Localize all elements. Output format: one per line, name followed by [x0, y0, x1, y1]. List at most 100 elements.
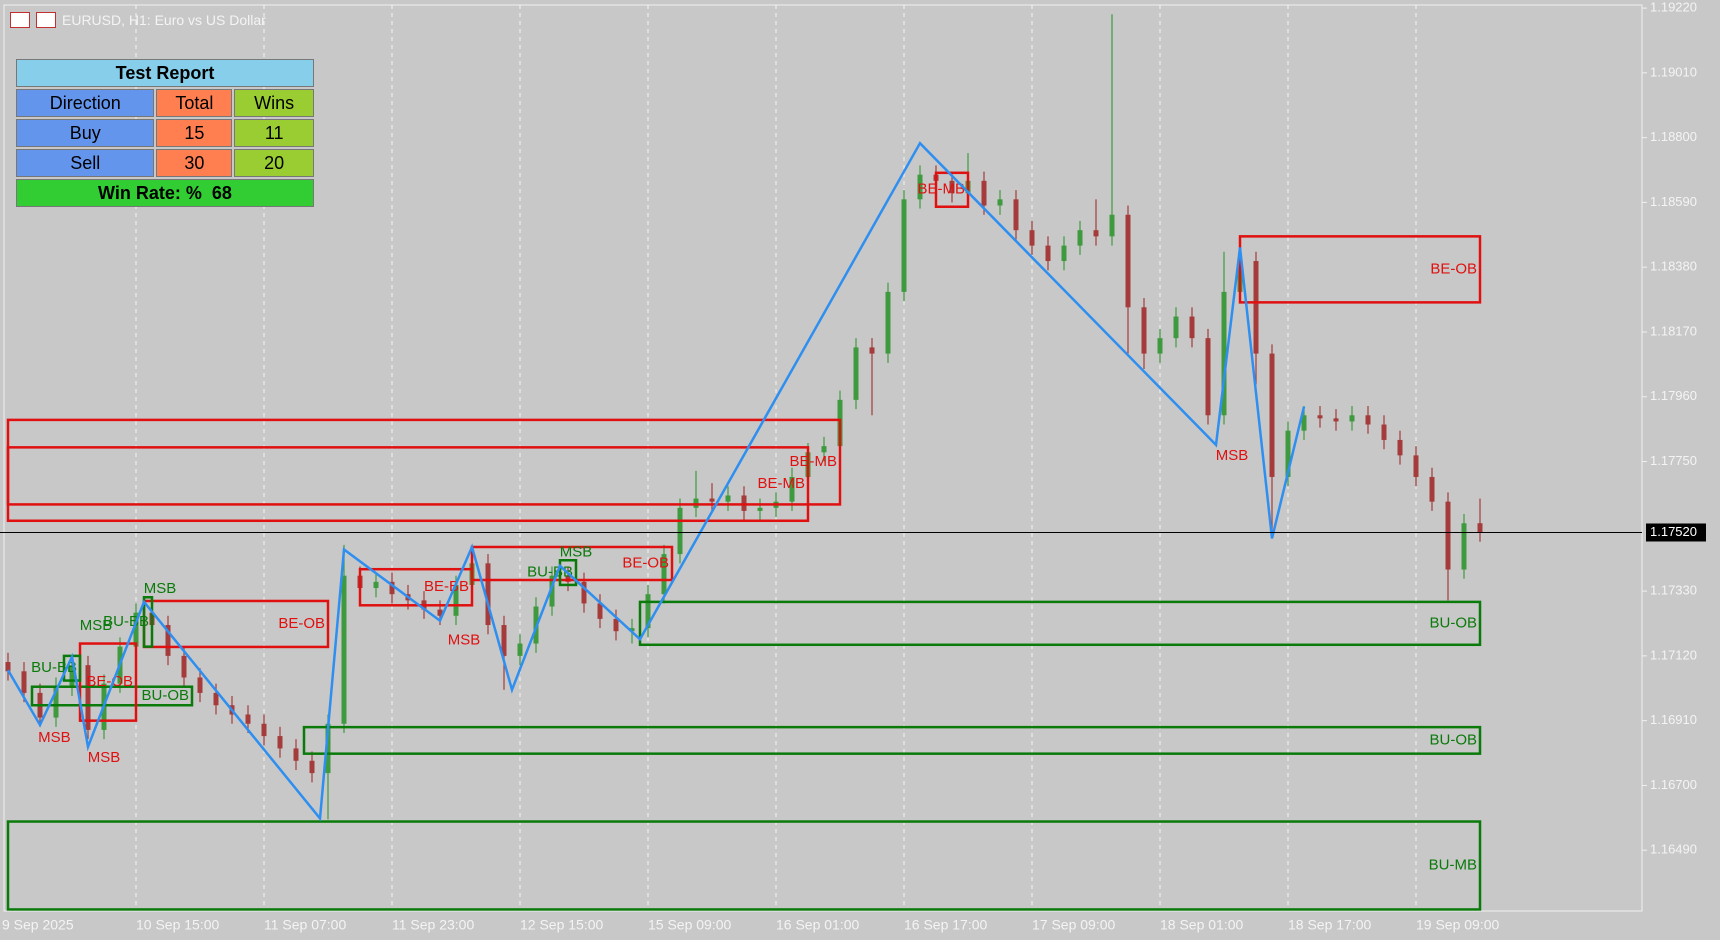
- zigzag-line: [6, 141, 1306, 822]
- cell: 15: [156, 119, 233, 147]
- zone-label: BE-OB: [86, 673, 133, 690]
- win-rate-label: Win Rate: %: [98, 182, 202, 203]
- x-tick-label: 9 Sep 2025: [2, 917, 74, 933]
- candle-body: [1413, 455, 1419, 477]
- zone-box: [78, 642, 138, 722]
- candle-body: [1365, 415, 1371, 425]
- candle-body: [1349, 415, 1355, 422]
- candle-body: [885, 291, 891, 354]
- test-report: Test Report Direction Total Wins Buy 15 …: [14, 57, 316, 209]
- candle-body: [1029, 230, 1035, 246]
- y-tick-label: 1.16910: [1650, 712, 1697, 727]
- candle-body: [1173, 316, 1179, 339]
- zone-label: BE-OB: [1430, 260, 1477, 277]
- candle-body: [613, 618, 619, 632]
- menu-icon[interactable]: [10, 12, 30, 28]
- candle-body: [549, 575, 555, 607]
- candle-body: [901, 199, 907, 292]
- candle-body: [997, 199, 1003, 206]
- candle-body: [1109, 214, 1115, 237]
- candle-body: [245, 714, 251, 724]
- y-tick-label: 1.16490: [1650, 842, 1697, 857]
- candle-body: [853, 347, 859, 400]
- x-tick-label: 10 Sep 15:00: [136, 917, 220, 933]
- plot-frame: [3, 4, 1643, 912]
- candle-body: [85, 665, 91, 730]
- zone-box: [302, 725, 1482, 755]
- annotation: MSB: [1216, 447, 1249, 464]
- candle-body: [485, 563, 491, 626]
- candle-body: [1477, 523, 1483, 533]
- current-price-badge: [1646, 523, 1706, 542]
- cell: 11: [234, 119, 314, 147]
- annotation: MSB: [560, 544, 593, 561]
- chart-icon[interactable]: [36, 12, 56, 28]
- zone-box: [6, 446, 810, 523]
- candle-body: [181, 655, 187, 678]
- candle-body: [1445, 501, 1451, 570]
- zone-label: BE-BB: [424, 578, 469, 595]
- candle-body: [325, 723, 331, 774]
- candle-body: [53, 686, 59, 718]
- y-tick-label: 1.18380: [1650, 259, 1697, 274]
- y-tick-label: 1.16700: [1650, 777, 1697, 792]
- candle-body: [517, 643, 523, 656]
- annotation: MSB: [88, 749, 121, 766]
- candle-body: [277, 736, 283, 749]
- annotation: MSB: [38, 729, 71, 746]
- zone-box: [142, 596, 154, 648]
- zone-label: BE-MB: [789, 453, 837, 470]
- candle-body: [789, 476, 795, 502]
- x-tick-label: 18 Sep 17:00: [1288, 917, 1372, 933]
- y-tick-label: 1.18800: [1650, 129, 1697, 144]
- y-tick-label: 1.17960: [1650, 388, 1697, 403]
- cell: 30: [156, 149, 233, 177]
- candle-body: [1285, 430, 1291, 477]
- candle-body: [1189, 316, 1195, 339]
- zone-label: BE-OB: [278, 615, 325, 632]
- candle-body: [1125, 214, 1131, 308]
- candle-body: [725, 495, 731, 502]
- y-tick-label: 1.18170: [1650, 323, 1697, 338]
- candle-body: [1093, 230, 1099, 237]
- y-tick-label: 1.17120: [1650, 647, 1697, 662]
- candle-body: [69, 665, 75, 687]
- candle-body: [501, 625, 507, 656]
- candle-body: [293, 748, 299, 761]
- x-tick-label: 16 Sep 17:00: [904, 917, 988, 933]
- zone-box: [358, 567, 474, 607]
- current-price-label: 1.17520: [1650, 524, 1697, 539]
- candle-body: [629, 628, 635, 632]
- x-tick-label: 11 Sep 07:00: [264, 917, 346, 933]
- candle-body: [1301, 415, 1307, 431]
- candle-body: [165, 625, 171, 656]
- candle-body: [21, 671, 27, 693]
- zone-label: BU-OB: [141, 687, 189, 704]
- candle-body: [1157, 338, 1163, 354]
- candle-body: [981, 180, 987, 206]
- candle-body: [197, 677, 203, 693]
- candle-body: [389, 581, 395, 595]
- candle-body: [709, 498, 715, 502]
- candle-body: [1253, 261, 1259, 354]
- candle-body: [1397, 439, 1403, 456]
- candle-body: [1077, 230, 1083, 246]
- candle-body: [1221, 291, 1227, 416]
- zone-label: BU-OB: [1429, 731, 1477, 748]
- zone-box: [558, 559, 578, 587]
- cell: 20: [234, 149, 314, 177]
- zone-label: BE-MB: [917, 181, 965, 198]
- candle-body: [1061, 245, 1067, 262]
- report-title: Test Report: [16, 59, 314, 87]
- candle-body: [133, 612, 139, 647]
- candle-body: [437, 609, 443, 616]
- x-tick-label: 16 Sep 01:00: [776, 917, 860, 933]
- candle-body: [1045, 245, 1051, 262]
- candle-body: [661, 554, 667, 595]
- zone-label: BU-MB: [1429, 856, 1477, 873]
- symbol-title: EURUSD, H1: Euro vs US Dollar: [62, 12, 266, 28]
- annotation: MSB: [144, 580, 177, 597]
- candle-body: [1205, 338, 1211, 416]
- candle-body: [453, 584, 459, 616]
